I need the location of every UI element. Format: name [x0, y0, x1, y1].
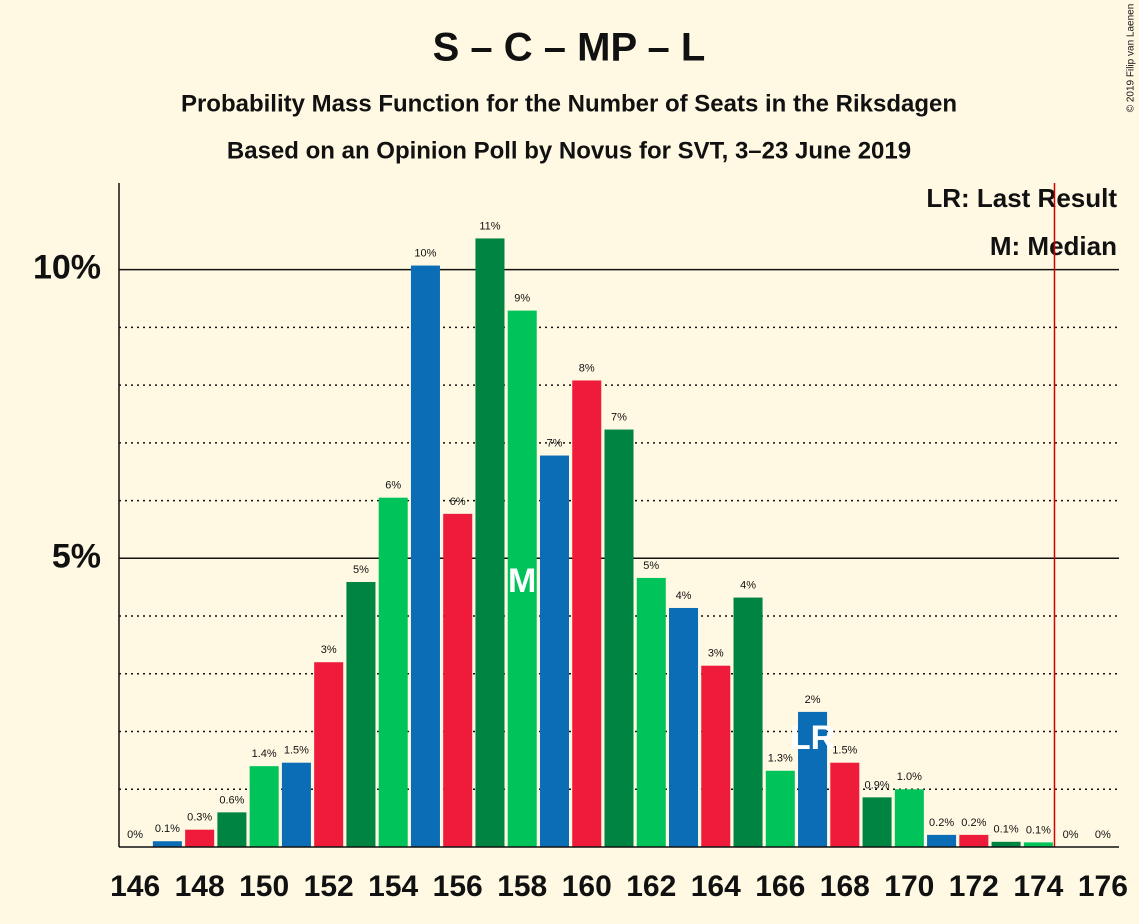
value-label: 2%: [805, 694, 821, 706]
bar: [733, 597, 763, 847]
legend-entry: M: Median: [990, 231, 1117, 261]
bar: [314, 662, 344, 847]
bar-annotation: LR: [790, 719, 835, 757]
value-label: 1.5%: [832, 745, 857, 757]
value-label: 0%: [1063, 829, 1079, 841]
x-tick-label: 172: [949, 870, 999, 903]
bar: [636, 577, 666, 847]
value-label: 5%: [353, 564, 369, 576]
bar: [798, 711, 828, 847]
value-label: 0.1%: [994, 824, 1019, 836]
copyright: © 2019 Filip van Laenen: [1126, 4, 1137, 113]
x-tick-label: 168: [820, 870, 870, 903]
bar: [572, 380, 602, 847]
value-label: 0.2%: [929, 817, 954, 829]
x-tick-label: 166: [755, 870, 805, 903]
value-label: 0%: [1095, 829, 1111, 841]
chart-subtitle: Based on an Opinion Poll by Novus for SV…: [227, 137, 911, 164]
bar: [862, 797, 892, 847]
value-label: 6%: [450, 496, 466, 508]
value-label: 0.6%: [219, 794, 244, 806]
bar: [410, 265, 440, 847]
x-tick-label: 158: [497, 870, 547, 903]
bar: [539, 455, 569, 847]
bar: [346, 581, 376, 847]
x-tick-label: 146: [110, 870, 160, 903]
bar: [185, 829, 215, 847]
value-label: 8%: [579, 362, 595, 374]
value-label: 1.4%: [252, 748, 277, 760]
value-label: 0%: [127, 829, 143, 841]
value-label: 7%: [547, 437, 563, 449]
bar: [281, 762, 311, 847]
value-label: 3%: [321, 644, 337, 656]
bar: [765, 770, 795, 847]
x-tick-label: 152: [304, 870, 354, 903]
bar: [1023, 842, 1053, 847]
bar: [507, 310, 537, 847]
value-label: 0.2%: [961, 817, 986, 829]
x-tick-label: 176: [1078, 870, 1128, 903]
chart-subtitle: Probability Mass Function for the Number…: [181, 90, 957, 117]
x-tick-label: 154: [368, 870, 418, 903]
bar: [475, 238, 505, 847]
value-label: 6%: [385, 480, 401, 492]
bar: [378, 497, 408, 847]
bar: [701, 665, 731, 847]
value-label: 10%: [414, 247, 436, 259]
value-label: 0.3%: [187, 812, 212, 824]
value-label: 7%: [611, 411, 627, 423]
value-label: 0.1%: [1026, 824, 1051, 836]
bar: [927, 834, 957, 847]
value-label: 4%: [676, 590, 692, 602]
x-tick-label: 162: [626, 870, 676, 903]
value-label: 5%: [643, 560, 659, 572]
legend-entry: LR: Last Result: [926, 183, 1117, 213]
x-tick-label: 164: [691, 870, 741, 903]
x-tick-label: 150: [239, 870, 289, 903]
bar: [830, 762, 860, 847]
x-tick-label: 174: [1013, 870, 1063, 903]
bar: [217, 812, 247, 847]
bar: [249, 766, 279, 847]
chart-title: S – C – MP – L: [433, 26, 706, 70]
x-tick-label: 156: [433, 870, 483, 903]
bar: [959, 834, 989, 847]
value-label: 9%: [514, 293, 530, 305]
value-label: 11%: [479, 220, 500, 232]
bar: [443, 513, 473, 847]
value-label: 1.3%: [768, 753, 793, 765]
bar-annotation: M: [508, 562, 536, 600]
bar: [669, 607, 699, 847]
y-tick-label: 10%: [33, 249, 101, 287]
x-tick-label: 160: [562, 870, 612, 903]
x-tick-label: 148: [175, 870, 225, 903]
value-label: 4%: [740, 579, 756, 591]
value-label: 0.1%: [155, 823, 180, 835]
value-label: 1.5%: [284, 745, 309, 757]
value-label: 1.0%: [897, 771, 922, 783]
value-label: 0.9%: [865, 779, 890, 791]
y-tick-label: 5%: [52, 537, 101, 575]
bar: [604, 429, 634, 847]
bar: [152, 841, 182, 847]
x-tick-label: 170: [884, 870, 934, 903]
bar: [991, 841, 1021, 847]
bar: [894, 789, 924, 847]
value-label: 3%: [708, 648, 724, 660]
